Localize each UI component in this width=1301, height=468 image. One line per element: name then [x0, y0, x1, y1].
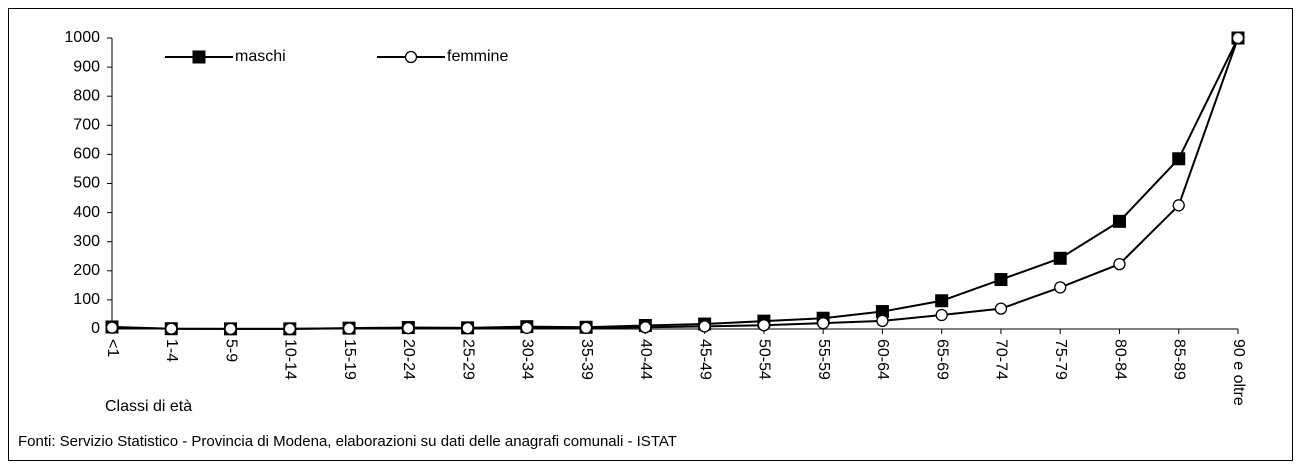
data-point — [876, 314, 889, 328]
x-tick-label: 40-44 — [637, 339, 654, 380]
data-point — [105, 321, 119, 334]
data-point — [283, 322, 296, 336]
data-point — [402, 321, 415, 335]
data-point — [994, 273, 1008, 287]
data-point — [1172, 152, 1186, 166]
data-point — [1053, 251, 1067, 265]
legend-marker — [192, 50, 206, 64]
y-tick-label: 900 — [73, 58, 100, 75]
data-point — [639, 321, 652, 334]
data-point — [342, 322, 356, 335]
x-tick-label: 90 e oltre — [1230, 339, 1247, 406]
data-point — [1231, 31, 1245, 45]
data-point — [1172, 199, 1185, 212]
series-line — [111, 37, 1239, 330]
x-axis-label: Classi di età — [105, 398, 192, 415]
x-tick-label: 35-39 — [578, 339, 595, 380]
data-point — [165, 322, 178, 335]
x-tick-label: 20-24 — [400, 339, 417, 380]
y-tick-label: 1000 — [64, 29, 100, 46]
y-tick-label: 500 — [73, 175, 100, 192]
source-note: Fonti: Servizio Statistico - Provincia d… — [18, 433, 677, 450]
data-point — [698, 320, 711, 333]
y-tick-label: 0 — [91, 320, 100, 337]
y-tick-label: 400 — [73, 204, 100, 221]
y-tick-label: 100 — [73, 291, 100, 308]
x-tick-label: 30-34 — [519, 339, 536, 380]
x-tick-label: 25-29 — [459, 339, 476, 380]
x-tick-label: <1 — [104, 339, 121, 357]
data-point — [461, 321, 474, 335]
x-tick-label: 60-64 — [874, 339, 891, 380]
x-tick-label: 45-49 — [696, 339, 713, 380]
x-tick-label: 80-84 — [1111, 339, 1128, 380]
data-point — [817, 317, 830, 330]
legend-label: femmine — [447, 48, 508, 65]
data-point — [520, 321, 533, 334]
x-tick-label: 10-14 — [282, 339, 299, 380]
data-point — [579, 321, 593, 334]
x-tick-label: 65-69 — [933, 339, 950, 380]
data-point — [1113, 257, 1126, 271]
data-point — [757, 319, 771, 332]
legend-label: maschi — [235, 48, 286, 65]
data-point — [1112, 214, 1126, 228]
x-tick-label: 50-54 — [756, 339, 773, 380]
data-point — [994, 302, 1008, 315]
x-tick-label: 5-9 — [222, 339, 239, 362]
chart-frame — [8, 8, 1293, 461]
x-tick-label: 1-4 — [163, 339, 180, 362]
x-tick-label: 85-89 — [1171, 339, 1188, 380]
y-tick-label: 600 — [73, 146, 100, 163]
data-point — [224, 322, 237, 336]
x-tick-label: 15-19 — [341, 339, 358, 380]
data-point — [1054, 281, 1067, 294]
data-point — [935, 294, 949, 308]
data-point — [935, 308, 948, 322]
y-tick-label: 300 — [73, 233, 100, 250]
y-tick-label: 800 — [73, 87, 100, 104]
legend-marker — [404, 50, 418, 64]
y-tick-label: 700 — [73, 117, 100, 134]
x-tick-label: 55-59 — [815, 339, 832, 380]
x-tick-label: 75-79 — [1052, 339, 1069, 380]
x-tick-label: 70-74 — [993, 339, 1010, 380]
y-tick-label: 200 — [73, 262, 100, 279]
